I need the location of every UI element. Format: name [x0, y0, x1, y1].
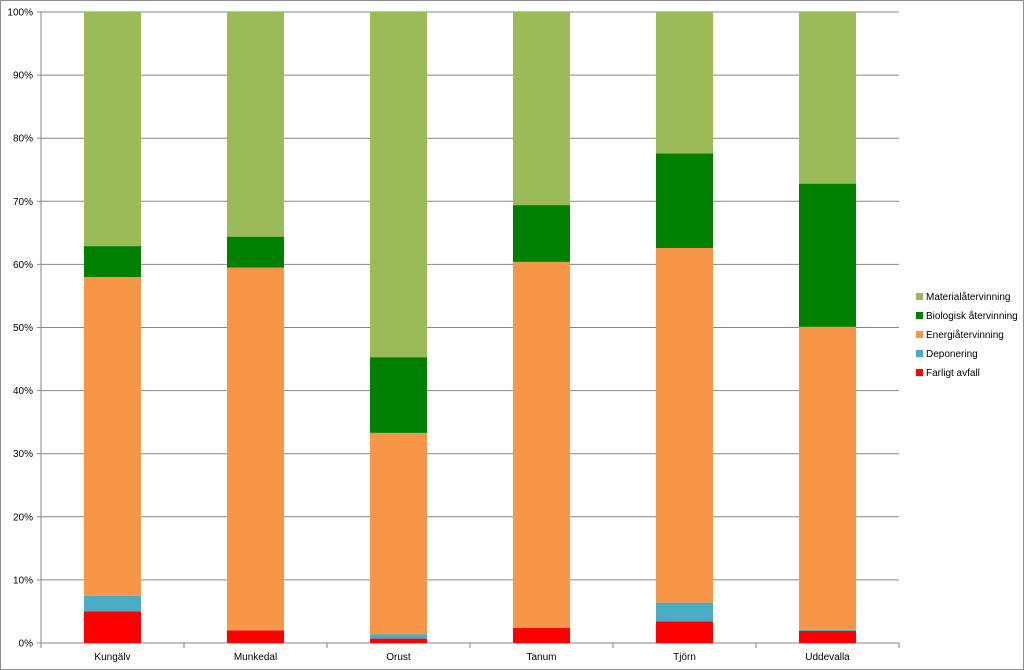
bar-segment-energiåtervinning-tanum: [513, 261, 570, 628]
bar-segment-biologisk-återvinning-munkedal: [227, 236, 284, 268]
legend-label: Deponering: [926, 349, 978, 360]
bar-segment-biologisk-återvinning-orust: [370, 357, 427, 433]
legend-swatch: [916, 293, 923, 300]
x-tick-label: Uddevalla: [805, 652, 850, 663]
bar-segment-energiåtervinning-tjörn: [656, 247, 713, 603]
y-tick-label: 80%: [13, 134, 33, 145]
y-tick-labels: 0% 10% 20% 30% 40% 50% 60% 70% 80% 90% 100%: [7, 8, 33, 650]
bar-segment-biologisk-återvinning-uddevalla: [799, 183, 856, 327]
x-tick-label: Orust: [386, 652, 411, 663]
gridlines: [41, 11, 899, 581]
bar-segment-farligt-avfall-munkedal: [227, 630, 284, 643]
y-tick-label: 70%: [13, 197, 33, 208]
bar-segment-materialåtervinning-munkedal: [227, 12, 284, 237]
bar-segment-deponering-kungälv: [84, 595, 141, 612]
axes: [37, 11, 900, 648]
bar-segment-biologisk-återvinning-tjörn: [656, 153, 713, 248]
y-tick-label: 20%: [13, 512, 33, 523]
y-tick-label: 10%: [13, 575, 33, 586]
y-tick-label: 30%: [13, 449, 33, 460]
x-tick-label: Tanum: [526, 652, 556, 663]
y-tick-label: 50%: [13, 323, 33, 334]
bar-segment-energiåtervinning-munkedal: [227, 267, 284, 631]
bar-segment-materialåtervinning-tanum: [513, 12, 570, 206]
legend-label: Energiåtervinning: [926, 329, 1004, 341]
bar-segment-deponering-tjörn: [656, 602, 713, 622]
bar-segment-biologisk-återvinning-kungälv: [84, 246, 141, 278]
legend-swatch: [916, 350, 923, 357]
bar-segment-biologisk-återvinning-tanum: [513, 205, 570, 262]
bar-segment-materialåtervinning-kungälv: [84, 12, 141, 247]
bar-segment-deponering-uddevalla: [799, 629, 856, 632]
legend-swatch: [916, 369, 923, 376]
bar-segment-farligt-avfall-kungälv: [84, 611, 141, 643]
bars: [84, 12, 856, 643]
bar-segment-energiåtervinning-orust: [370, 432, 427, 635]
bar-segment-farligt-avfall-uddevalla: [799, 631, 856, 643]
bar-segment-materialåtervinning-orust: [370, 12, 427, 358]
x-tick-label: Tjörn: [673, 652, 696, 663]
y-tick-label: 0%: [19, 639, 34, 650]
x-tick-labels: Kungälv Munkedal Orust Tanum Tjörn Uddevalla: [94, 652, 850, 663]
bar-segment-materialåtervinning-uddevalla: [799, 12, 856, 184]
x-tick-label: Munkedal: [234, 652, 277, 663]
y-tick-label: 100%: [7, 8, 33, 19]
legend-swatch: [916, 312, 923, 319]
legend-label: Materialåtervinning: [926, 291, 1011, 303]
legend: Materialåtervinning Biologisk återvinning…: [916, 291, 1018, 379]
y-tick-label: 40%: [13, 386, 33, 397]
bar-segment-farligt-avfall-orust: [370, 638, 427, 643]
bar-segment-energiåtervinning-kungälv: [84, 277, 141, 596]
legend-swatch: [916, 331, 923, 338]
bar-segment-farligt-avfall-tjörn: [656, 621, 713, 643]
bar-segment-deponering-orust: [370, 634, 427, 639]
legend-label: Farligt avfall: [926, 368, 980, 379]
legend-label: Biologisk återvinning: [926, 310, 1018, 322]
y-tick-label: 90%: [13, 71, 33, 82]
bar-segment-farligt-avfall-tanum: [513, 627, 570, 643]
bar-segment-energiåtervinning-uddevalla: [799, 326, 856, 630]
x-tick-label: Kungälv: [94, 652, 130, 663]
bar-segment-materialåtervinning-tjörn: [656, 12, 713, 154]
y-tick-label: 60%: [13, 260, 33, 271]
